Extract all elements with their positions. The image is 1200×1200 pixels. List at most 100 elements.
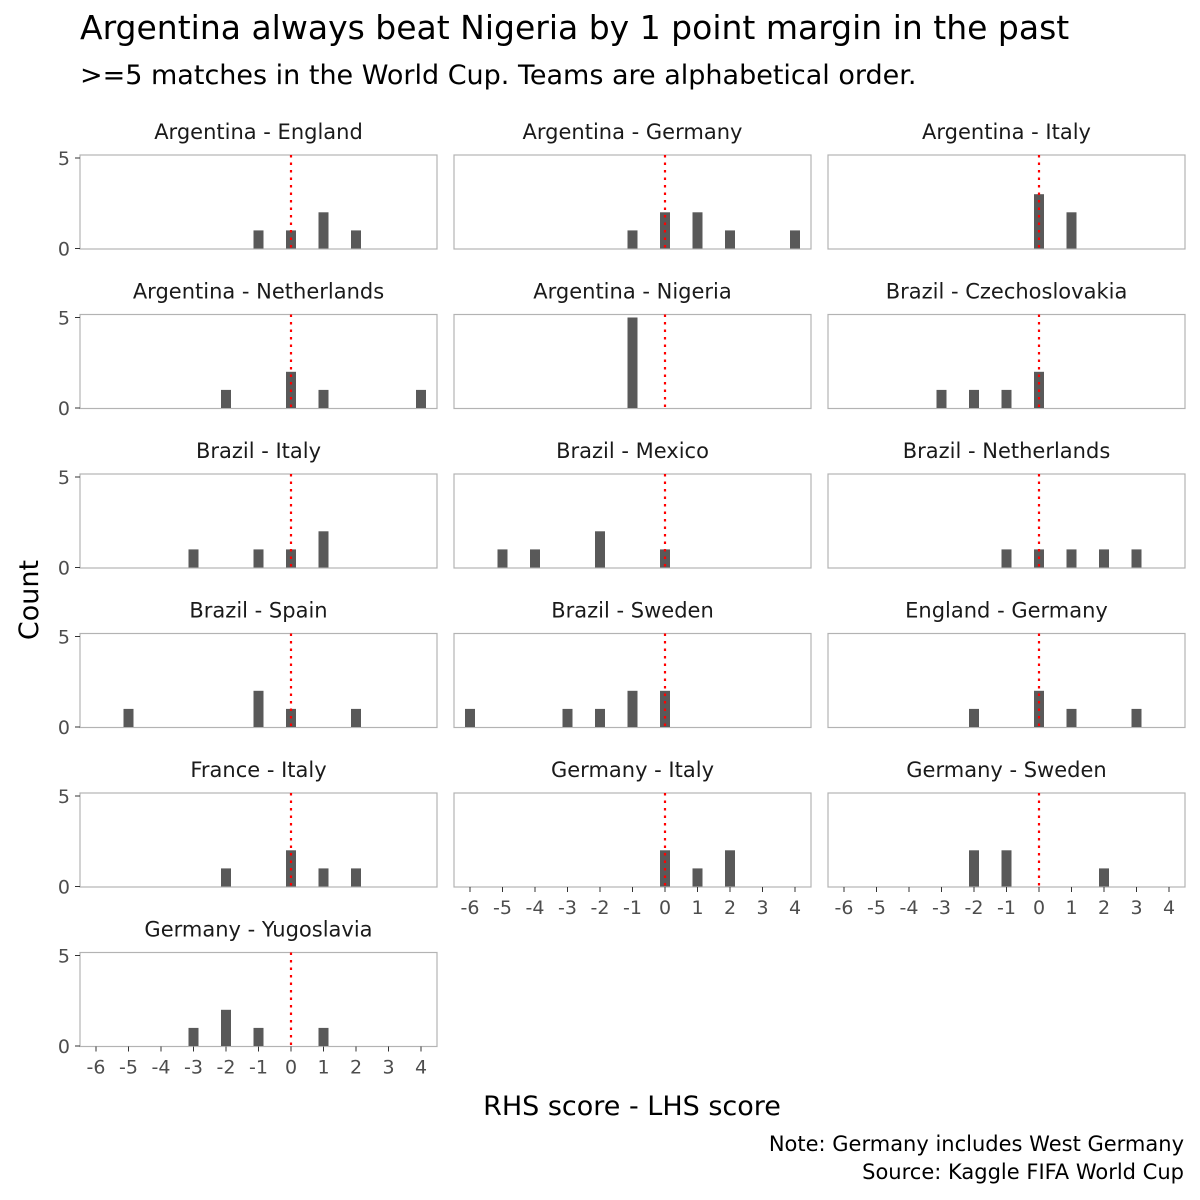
x-tick-label: 2: [1098, 897, 1110, 919]
bar: [530, 549, 540, 568]
bar: [1131, 708, 1142, 727]
panel-brazil-netherlands: Brazil - Netherlands: [827, 439, 1186, 569]
bar: [318, 212, 329, 249]
panel-title: Argentina - Germany: [523, 120, 743, 144]
caption-source: Source: Kaggle FIFA World Cup: [862, 1160, 1184, 1184]
bar: [221, 389, 231, 408]
bar: [1001, 549, 1012, 568]
panel-border: [827, 313, 1186, 410]
panel-border: [79, 792, 438, 888]
panel-argentina-england: Argentina - England 0 5: [58, 120, 438, 261]
bar: [790, 230, 800, 249]
x-tick-label: -4: [152, 1057, 171, 1079]
panel-argentina-germany: Argentina - Germany: [453, 120, 812, 250]
caption-note: Note: Germany includes West Germany: [768, 1132, 1184, 1156]
x-tick-label: 0: [659, 897, 671, 919]
panel-argentina-nigeria: Argentina - Nigeria: [453, 280, 812, 410]
panel-title: France - Italy: [190, 758, 326, 782]
bar: [318, 531, 329, 568]
x-tick-label: -5: [867, 897, 886, 919]
bar: [351, 230, 361, 249]
bar: [627, 230, 638, 249]
panel-border: [827, 473, 1186, 569]
x-tick-label: -2: [591, 897, 610, 919]
bar: [318, 1027, 329, 1046]
x-tick-label: 4: [415, 1057, 427, 1079]
y-tick-label: 0: [58, 877, 70, 899]
bar: [123, 708, 134, 727]
panel-england-germany: England - Germany: [827, 599, 1186, 729]
y-tick-label: 5: [58, 467, 70, 489]
bar: [351, 868, 361, 887]
panel-title: Brazil - Italy: [196, 439, 321, 463]
panel-border: [79, 632, 438, 729]
x-tick-label: -6: [87, 1057, 106, 1079]
bar: [318, 868, 329, 887]
x-tick-label: -1: [997, 897, 1016, 919]
bar: [351, 708, 361, 727]
bar: [318, 389, 329, 408]
panel-title: Brazil - Netherlands: [903, 439, 1111, 463]
panel-title: Brazil - Mexico: [556, 439, 709, 463]
bar: [595, 708, 605, 727]
panel-title: Argentina - Nigeria: [533, 280, 732, 304]
x-tick-label: -5: [119, 1057, 138, 1079]
panel-germany-sweden: Germany - Sweden -6 -5 -4 -3 -2 -1 0 1 2 3 4: [827, 758, 1186, 919]
x-tick-label: 4: [789, 897, 801, 919]
bar: [1034, 194, 1044, 249]
y-tick-label: 5: [58, 627, 70, 649]
y-tick-label: 0: [58, 717, 70, 739]
panel-border: [827, 154, 1186, 250]
panel-title: Brazil - Czechoslovakia: [886, 280, 1128, 304]
bar: [188, 1027, 199, 1046]
panel-title: Argentina - Italy: [922, 120, 1091, 144]
bar: [497, 549, 508, 568]
bar: [1066, 212, 1077, 249]
chart-subtitle: >=5 matches in the World Cup. Teams are …: [80, 60, 917, 91]
x-tick-label: -6: [461, 897, 480, 919]
y-tick-label: 5: [58, 946, 70, 968]
y-tick-label: 5: [58, 148, 70, 170]
bar: [416, 389, 426, 408]
panel-title: Germany - Sweden: [906, 758, 1106, 782]
x-tick-label: -1: [249, 1057, 268, 1079]
bar: [1066, 708, 1077, 727]
panel-border: [79, 313, 438, 410]
bar: [253, 230, 264, 249]
panel-border: [453, 313, 812, 410]
y-tick-label: 0: [58, 398, 70, 420]
bar: [221, 868, 231, 887]
panel-argentina-italy: Argentina - Italy: [827, 120, 1186, 250]
y-tick-label: 5: [58, 308, 70, 330]
panel-title: England - Germany: [905, 599, 1108, 623]
panel-germany-italy: Germany - Italy -6 -5 -4 -3 -2 -1 0 1 2 3 4: [453, 758, 812, 919]
bar: [1131, 549, 1142, 568]
bar: [969, 708, 979, 727]
x-tick-label: 2: [724, 897, 736, 919]
y-tick-label: 0: [58, 239, 70, 261]
panel-border: [453, 632, 812, 729]
bar: [1099, 868, 1109, 887]
bar: [253, 1027, 264, 1046]
panel-title: Argentina - Netherlands: [133, 280, 384, 304]
bar: [692, 868, 703, 887]
x-tick-label: -5: [493, 897, 512, 919]
x-tick-label: 3: [382, 1057, 394, 1079]
bar: [253, 690, 264, 727]
x-tick-label: -6: [835, 897, 854, 919]
x-tick-label: 0: [1033, 897, 1045, 919]
panel-title: Brazil - Spain: [189, 599, 327, 623]
bar: [725, 230, 735, 249]
y-tick-label: 0: [58, 1036, 70, 1058]
x-tick-label: -3: [932, 897, 951, 919]
bar: [1099, 549, 1109, 568]
bar: [627, 317, 638, 408]
bar: [969, 850, 979, 887]
panel-brazil-italy: Brazil - Italy 0 5: [58, 439, 438, 580]
x-axis-label: RHS score - LHS score: [483, 1091, 781, 1122]
panel-brazil-spain: Brazil - Spain 0 5: [58, 599, 438, 739]
bar: [627, 690, 638, 727]
x-tick-label: 1: [317, 1057, 329, 1079]
